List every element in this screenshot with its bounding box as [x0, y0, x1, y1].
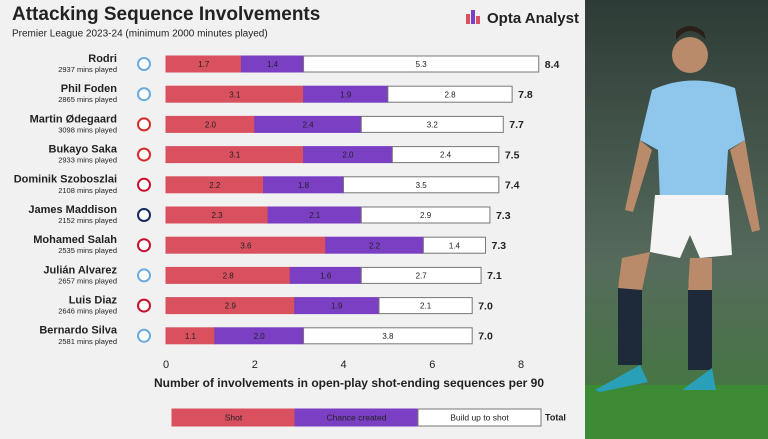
club-icon: [137, 268, 151, 283]
bar-value-label: 2.0: [342, 151, 354, 160]
x-tick-label: 6: [429, 359, 435, 371]
bar-segment: [360, 206, 491, 224]
x-tick-label: 2: [252, 359, 258, 371]
total-label: 7.3: [496, 210, 511, 222]
club-icon: [137, 328, 151, 343]
bar-segment: [303, 55, 540, 73]
club-icon: [137, 298, 151, 313]
category-sublabel: 2108 mins played: [58, 186, 117, 195]
bar-value-label: 2.3: [211, 211, 223, 220]
category-label: Phil Foden: [61, 83, 118, 95]
bar-value-label: 1.1: [185, 332, 197, 341]
bar-value-label: 1.9: [340, 90, 352, 99]
category-sublabel: 2646 mins played: [58, 307, 117, 316]
bar-value-label: 1.9: [331, 302, 343, 311]
bar-value-label: 2.2: [369, 241, 381, 250]
chart-title: Attacking Sequence Involvements: [12, 4, 320, 25]
brand-logo: [466, 10, 480, 24]
legend-label: Shot: [225, 412, 243, 422]
club-icon: [137, 208, 151, 222]
player-photo: [585, 0, 768, 439]
x-tick-label: 0: [163, 359, 169, 371]
bar-value-label: 1.4: [449, 241, 461, 250]
total-label: 7.0: [478, 300, 493, 312]
legend-label: Total: [545, 412, 566, 422]
bar-segment: [360, 115, 504, 133]
bar-value-label: 1.8: [298, 181, 310, 190]
bar-value-label: 1.7: [198, 60, 210, 69]
bar-segment: [387, 85, 513, 103]
club-icon: [137, 117, 151, 132]
legend-label: Chance created: [326, 412, 386, 422]
club-icon: [137, 87, 151, 102]
legend-label: Build up to shot: [450, 412, 509, 422]
club-icon: [137, 147, 151, 162]
bar-value-label: 2.9: [225, 302, 237, 311]
x-axis-label: Number of involvements in open-play shot…: [154, 376, 544, 390]
bar-segment: [343, 176, 500, 194]
category-label: James Maddison: [28, 204, 117, 216]
category-label: Martin Ødegaard: [30, 113, 117, 125]
club-icon: [137, 177, 151, 192]
category-sublabel: 2535 mins played: [58, 246, 117, 255]
bar-value-label: 2.9: [420, 211, 432, 220]
legend-swatch: [417, 408, 542, 427]
bar-value-label: 3.1: [229, 151, 241, 160]
category-sublabel: 2937 mins played: [58, 65, 117, 74]
total-label: 7.1: [487, 270, 502, 282]
bar-value-label: 2.4: [302, 121, 314, 130]
x-tick-label: 8: [518, 359, 524, 371]
bar-segment: [360, 266, 482, 284]
brand-name: Opta Analyst: [487, 10, 579, 27]
category-sublabel: 2152 mins played: [58, 216, 117, 225]
bar-segment: [378, 297, 473, 315]
bar-value-label: 2.4: [440, 151, 452, 160]
category-label: Dominik Szoboszlai: [14, 174, 117, 186]
x-tick-label: 4: [340, 359, 346, 371]
total-label: 7.3: [492, 240, 507, 252]
category-label: Luis Diaz: [69, 295, 118, 307]
bar-value-label: 2.7: [416, 272, 428, 281]
chart-subtitle: Premier League 2023-24 (minimum 2000 min…: [12, 29, 268, 40]
bar-segment: [303, 327, 473, 345]
bar-value-label: 2.1: [309, 211, 321, 220]
total-label: 7.0: [478, 331, 493, 343]
bar-segment: [422, 236, 486, 254]
bar-value-label: 1.6: [320, 272, 332, 281]
bar-value-label: 2.8: [223, 272, 235, 281]
category-sublabel: 2581 mins played: [58, 337, 117, 346]
bar-segment: [391, 146, 500, 164]
category-sublabel: 2865 mins played: [58, 95, 117, 104]
category-label: Julián Alvarez: [43, 264, 117, 276]
category-sublabel: 3098 mins played: [58, 125, 117, 134]
bar-value-label: 3.6: [240, 241, 252, 250]
bar-value-label: 2.2: [209, 181, 221, 190]
bar-value-label: 3.8: [382, 332, 394, 341]
club-icon: [137, 57, 151, 71]
category-label: Mohamed Salah: [33, 234, 117, 246]
bar-value-label: 3.5: [416, 181, 428, 190]
total-label: 7.5: [505, 149, 520, 161]
bar-value-label: 2.0: [205, 121, 217, 130]
category-sublabel: 2933 mins played: [58, 156, 117, 165]
bar-value-label: 3.1: [229, 90, 241, 99]
total-label: 7.7: [509, 119, 524, 131]
bar-value-label: 2.0: [254, 332, 266, 341]
total-label: 7.4: [505, 180, 520, 192]
bar-value-label: 5.3: [416, 60, 428, 69]
bar-value-label: 2.8: [444, 90, 456, 99]
category-sublabel: 2657 mins played: [58, 276, 117, 285]
category-label: Rodri: [88, 53, 117, 65]
category-label: Bernardo Silva: [39, 325, 118, 337]
bar-value-label: 2.1: [420, 302, 432, 311]
total-label: 7.8: [518, 89, 533, 101]
category-label: Bukayo Saka: [49, 144, 118, 156]
club-icon: [137, 238, 151, 253]
bar-value-label: 3.2: [427, 121, 439, 130]
bar-value-label: 1.4: [267, 60, 279, 69]
total-label: 8.4: [545, 59, 560, 71]
